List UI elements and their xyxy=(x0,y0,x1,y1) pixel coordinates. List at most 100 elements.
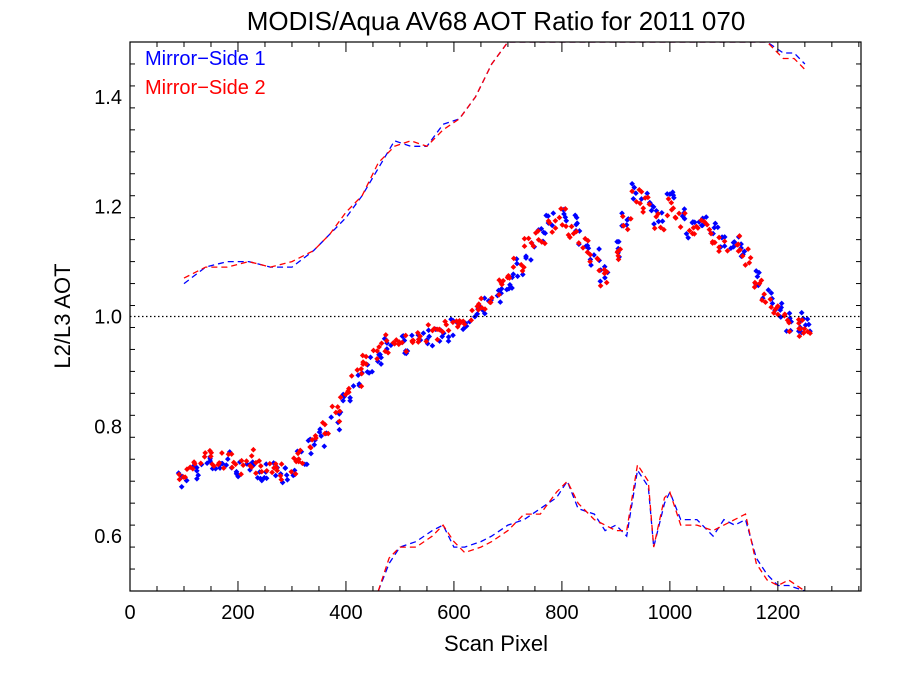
series-2-point xyxy=(488,295,495,301)
series-2-point xyxy=(709,238,716,245)
series-2-point xyxy=(562,206,569,212)
series-2-point xyxy=(272,461,279,467)
series-2-point xyxy=(436,326,443,333)
series-1-point xyxy=(204,460,210,467)
series-2-point xyxy=(345,389,352,396)
series-2-point xyxy=(745,246,751,252)
series-1-point xyxy=(630,195,637,202)
series-2-point xyxy=(247,462,254,469)
series-1-point xyxy=(731,239,738,245)
series-2-point xyxy=(573,228,580,235)
series-1-point xyxy=(506,285,512,292)
series-2-point xyxy=(768,304,775,311)
series-2-point xyxy=(672,215,679,221)
series-2-point xyxy=(767,296,774,303)
series-2-point xyxy=(742,262,749,268)
series-2-point xyxy=(721,238,728,245)
series-2-point xyxy=(559,222,566,228)
series-2-point xyxy=(799,317,806,324)
series-2-point xyxy=(358,366,365,372)
series-1-point xyxy=(650,204,657,210)
series-1-point xyxy=(263,475,270,482)
series-1-point xyxy=(481,295,488,302)
series-2-point xyxy=(253,470,259,477)
x-axis: 0 200 400 600 800 1000 1200 xyxy=(124,42,860,624)
series-2-point xyxy=(603,269,610,275)
series-2-point xyxy=(445,327,452,334)
series-2-point xyxy=(458,319,464,325)
series-2-point xyxy=(292,471,299,477)
series-2-point xyxy=(468,317,475,324)
series-1-point xyxy=(685,234,692,241)
series-2-point xyxy=(478,295,485,302)
series-2-point xyxy=(595,256,601,263)
series-2-point xyxy=(774,303,781,309)
series-2-point xyxy=(220,465,227,471)
series-1-point xyxy=(711,224,718,231)
series-2-point xyxy=(240,462,247,469)
series-2-point xyxy=(474,303,481,310)
series-2-point xyxy=(521,235,528,242)
series-2-point xyxy=(661,226,667,233)
series-2-point xyxy=(243,458,250,464)
series-2-point xyxy=(708,230,714,237)
series-1-point xyxy=(367,354,374,361)
series-2-point xyxy=(587,258,593,265)
series-2-point xyxy=(207,453,214,460)
series-2-point xyxy=(736,233,743,239)
legend-mirror-side-2: Mirror−Side 2 xyxy=(145,77,266,99)
series-2-point xyxy=(248,453,255,459)
x-tick-label: 200 xyxy=(221,602,254,624)
series-2-point xyxy=(295,456,302,462)
series-1-point xyxy=(445,338,452,344)
series-2-point xyxy=(619,213,626,220)
series-1-point xyxy=(596,246,602,252)
y-tick-label: 0.8 xyxy=(94,416,122,438)
series-2-point xyxy=(786,319,792,326)
series-1-point xyxy=(340,397,346,404)
series-2-point xyxy=(668,206,675,213)
series-1-lower-dashed-line xyxy=(377,468,806,591)
series-2-point xyxy=(758,277,765,284)
series-1-point xyxy=(497,299,504,305)
series-1-point xyxy=(282,465,289,471)
series-1-point xyxy=(591,252,597,258)
series-2-point xyxy=(382,332,389,338)
series-1-point xyxy=(714,224,721,231)
series-1-point xyxy=(308,450,314,457)
series-2-point xyxy=(228,451,235,457)
series-2-point xyxy=(257,463,264,469)
series-1-point xyxy=(439,333,446,340)
series-2-point xyxy=(762,299,769,306)
series-2-point xyxy=(277,472,284,479)
series-1-point xyxy=(550,210,557,217)
series-1-point xyxy=(615,238,622,245)
series-2-point xyxy=(795,316,802,323)
y-tick-label: 1.0 xyxy=(94,307,122,329)
series-2-point xyxy=(506,275,513,281)
series-2-point xyxy=(295,450,301,457)
series-2-point xyxy=(273,464,280,471)
series-1-point xyxy=(778,300,785,307)
series-2-point xyxy=(627,215,634,222)
series-2-point xyxy=(734,242,741,248)
series-2-point xyxy=(256,458,263,464)
series-2-point xyxy=(395,341,402,348)
series-1-point xyxy=(690,219,696,225)
series-2-point xyxy=(374,355,380,362)
series-2-point xyxy=(263,467,270,474)
series-1-point xyxy=(263,461,270,467)
series-2-point xyxy=(334,404,341,410)
series-2-point xyxy=(230,459,237,466)
chart-title: MODIS/Aqua AV68 AOT Ratio for 2011 070 xyxy=(247,6,746,36)
series-2-point xyxy=(724,247,731,254)
series-1-point xyxy=(507,281,513,288)
series-2-point xyxy=(689,230,696,237)
series-1-point xyxy=(585,245,592,252)
series-2-point xyxy=(258,468,265,475)
y-tick-label: 0.6 xyxy=(94,526,122,548)
series-1-point xyxy=(284,476,291,483)
series-2-point xyxy=(640,205,647,212)
series-2-point xyxy=(216,460,223,466)
series-1-point xyxy=(311,441,318,448)
